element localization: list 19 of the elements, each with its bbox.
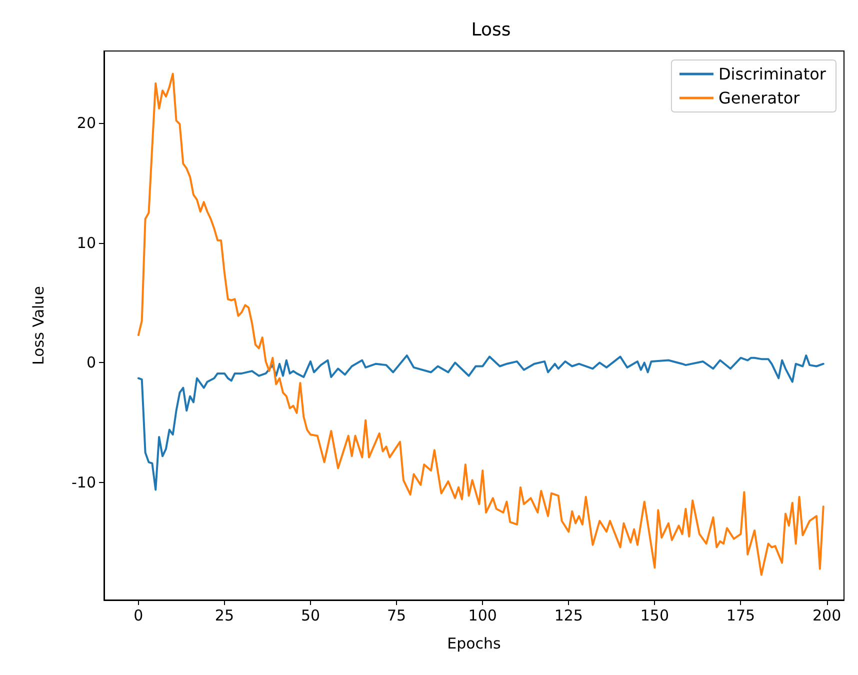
- legend-label: Generator: [718, 88, 800, 108]
- line-series: [137, 354, 824, 491]
- legend-label: Discriminator: [718, 64, 826, 84]
- x-tick-label: 100: [468, 606, 497, 624]
- y-tick-label: 20: [76, 114, 96, 132]
- y-tick-label: 0: [86, 354, 96, 372]
- y-tick-label: 10: [76, 234, 96, 252]
- x-tick-label: 125: [554, 606, 583, 624]
- x-axis-title: Epochs: [447, 634, 502, 652]
- x-tick-label: 50: [300, 606, 320, 624]
- x-tick-label: 200: [812, 606, 842, 624]
- x-tick-label: 150: [640, 606, 670, 624]
- x-tick-label: 0: [134, 606, 144, 624]
- y-axis-title: Loss Value: [30, 286, 48, 365]
- x-tick-label: 175: [726, 606, 756, 624]
- x-tick-label: 75: [387, 606, 406, 624]
- y-tick-label: -10: [72, 474, 96, 492]
- chart-title: Loss: [471, 20, 511, 40]
- x-tick-label: 25: [214, 606, 234, 624]
